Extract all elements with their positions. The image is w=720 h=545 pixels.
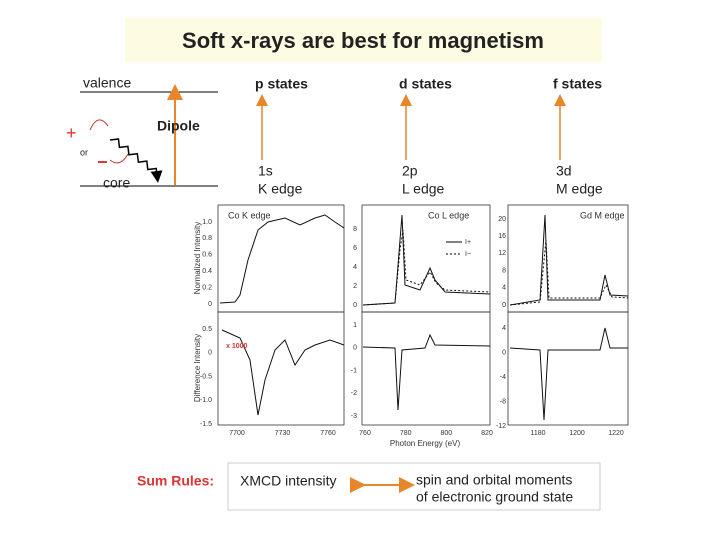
y-tick-label: 0 xyxy=(502,302,506,309)
core-label: core xyxy=(103,175,130,191)
y-tick-label: 1.0 xyxy=(202,219,212,226)
panel-frame xyxy=(507,204,629,313)
y-tick-label: 8 xyxy=(353,226,357,233)
curve xyxy=(362,229,491,306)
x-tick-label: 7700 xyxy=(229,430,245,437)
helicity-minus xyxy=(109,153,129,164)
y-tick-label: 0 xyxy=(353,345,357,352)
helicity-plus xyxy=(89,119,109,131)
y-tick-label: 0 xyxy=(353,302,357,309)
title-box xyxy=(125,18,602,62)
edge-label: K edge xyxy=(258,181,303,197)
x-tick-label: 800 xyxy=(440,430,452,437)
y-tick-label: 0.5 xyxy=(202,326,212,333)
edge-label: L edge xyxy=(402,181,445,197)
y-tick-label: 0 xyxy=(208,350,212,357)
x-tick-label: 1200 xyxy=(569,430,585,437)
x-tick-label: 7760 xyxy=(320,430,336,437)
sum-rules-right: of electronic ground state xyxy=(416,489,573,505)
level-label: 2p xyxy=(402,163,418,179)
curve xyxy=(509,239,629,306)
y-tick-label: -12 xyxy=(496,423,506,430)
edge-label: M edge xyxy=(556,181,603,197)
state-label: d states xyxy=(399,76,452,92)
x-tick-label: 1180 xyxy=(530,430,545,437)
panel-frame xyxy=(507,311,629,426)
y-tick-label: 0 xyxy=(208,301,212,308)
curve xyxy=(362,333,491,411)
x-axis-label: Photon Energy (eV) xyxy=(390,439,461,448)
x-tick-label: 7730 xyxy=(275,430,291,437)
curve xyxy=(509,214,629,306)
y-tick-label: 0.6 xyxy=(202,252,212,259)
curve xyxy=(509,327,628,421)
y-tick-label: 0.8 xyxy=(202,235,212,242)
y-axis-label: Normalized Intensity xyxy=(193,222,202,294)
x-tick-label: 780 xyxy=(400,430,412,437)
y-tick-label: -1.0 xyxy=(200,397,212,404)
sum-rules-label: Sum Rules: xyxy=(137,473,214,489)
y-tick-label: 20 xyxy=(498,216,506,223)
y-tick-label: -2 xyxy=(351,390,357,397)
y-tick-label: -4 xyxy=(500,374,506,381)
panel-label: Gd M edge xyxy=(580,210,625,220)
y-tick-label: -1 xyxy=(351,367,357,374)
sum-rules-left: XMCD intensity xyxy=(240,473,336,489)
state-label: f states xyxy=(553,76,602,92)
scale-note: x 1000 xyxy=(226,343,248,350)
y-tick-label: 4 xyxy=(502,285,506,292)
y-tick-label: 0.2 xyxy=(202,284,212,291)
panel-frame xyxy=(217,204,345,313)
or-label: or xyxy=(80,147,88,157)
y-tick-label: -0.5 xyxy=(200,373,212,380)
panel-label: Co K edge xyxy=(228,210,271,220)
y-tick-label: 4 xyxy=(353,264,357,271)
legend-entry: I+ xyxy=(465,239,471,246)
y-tick-label: 2 xyxy=(353,283,357,290)
dipole-label: Dipole xyxy=(157,118,200,134)
y-tick-label: 1 xyxy=(353,322,357,329)
y-tick-label: 16 xyxy=(498,233,506,240)
x-tick-label: 820 xyxy=(481,430,493,437)
state-label: p states xyxy=(255,76,308,92)
level-label: 3d xyxy=(556,163,572,179)
plus-sign: + xyxy=(66,123,77,143)
curve xyxy=(219,214,345,304)
x-tick-label: 1220 xyxy=(608,430,624,437)
panel-frame xyxy=(361,204,491,313)
legend-entry: I− xyxy=(465,251,471,258)
y-tick-label: 4 xyxy=(502,325,506,332)
y-tick-label: -3 xyxy=(351,413,357,420)
panel-label: Co L edge xyxy=(428,210,469,220)
panel-frame xyxy=(217,311,345,426)
panel-frame xyxy=(361,311,491,426)
y-tick-label: 8 xyxy=(502,267,506,274)
x-tick-label: 760 xyxy=(359,430,371,437)
level-label: 1s xyxy=(258,163,273,179)
photon-wave xyxy=(109,138,163,183)
y-tick-label: 12 xyxy=(498,250,506,257)
y-tick-label: -1.5 xyxy=(200,421,212,428)
y-tick-label: 6 xyxy=(353,245,357,252)
curve xyxy=(221,329,345,416)
minus-sign: − xyxy=(97,152,108,172)
title: Soft x-rays are best for magnetism xyxy=(182,28,544,53)
valence-label: valence xyxy=(83,75,131,91)
y-tick-label: 0.4 xyxy=(202,268,212,275)
sum-rules-right: spin and orbital moments xyxy=(416,472,572,488)
y-tick-label: 0 xyxy=(502,349,506,356)
y-axis-label: Difference Intensity xyxy=(193,334,202,402)
y-tick-label: -8 xyxy=(500,398,506,405)
